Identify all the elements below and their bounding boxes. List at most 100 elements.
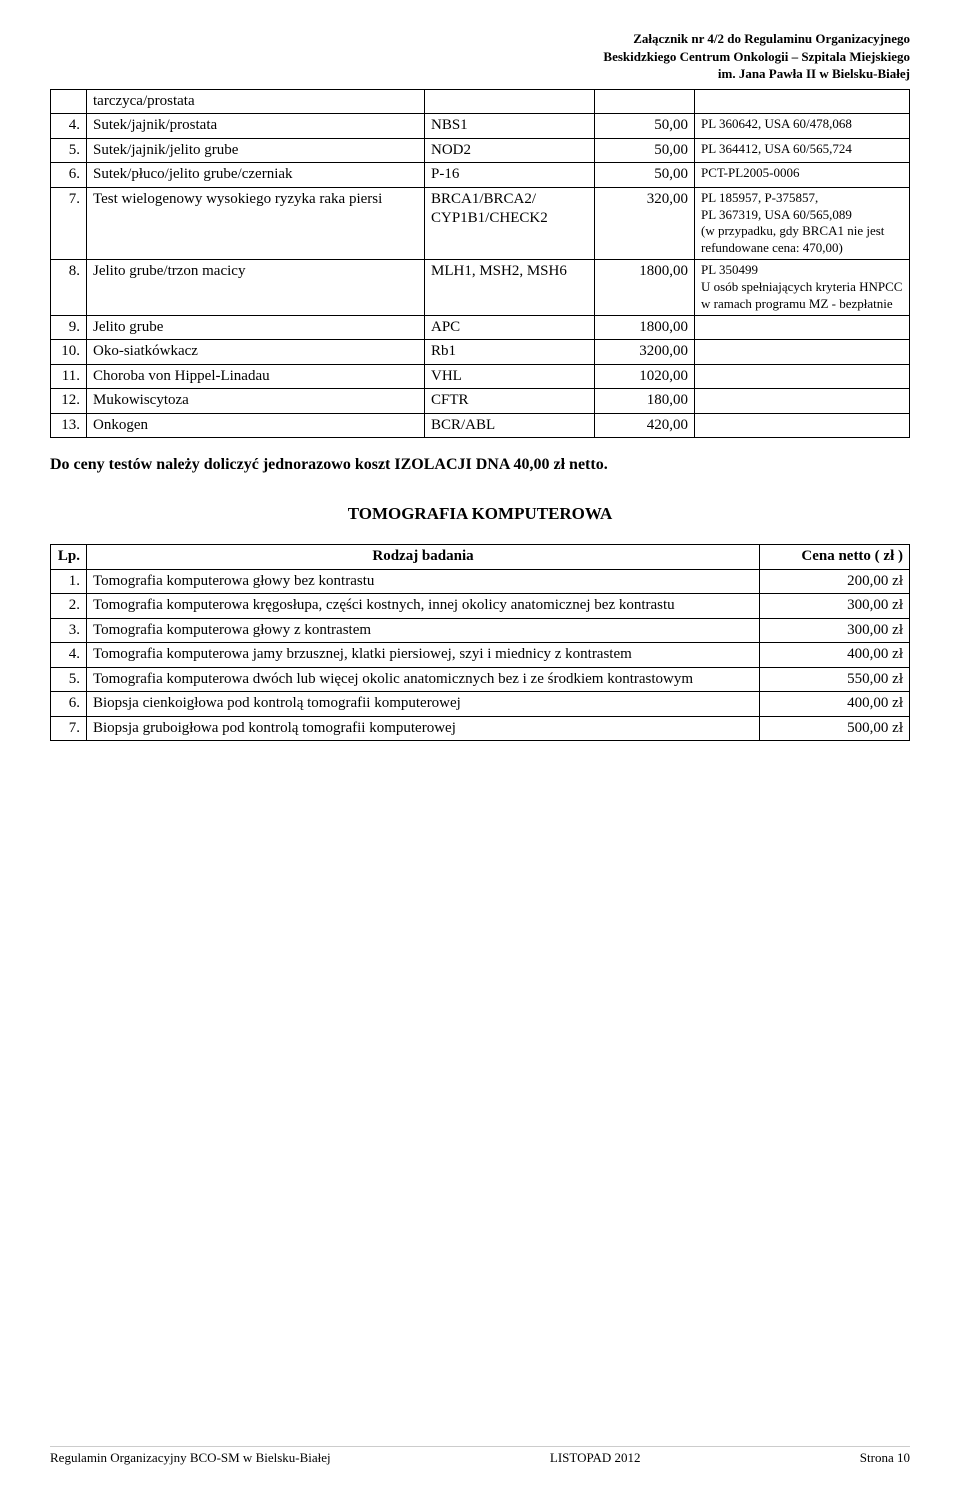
test-price: 1020,00 [595,364,695,389]
table-row: 6.Sutek/płuco/jelito grube/czerniakP-165… [51,163,910,188]
header-line-3: im. Jana Pawła II w Bielsku-Białej [50,65,910,83]
row-number: 7. [51,187,87,260]
row-number: 6. [51,163,87,188]
genetic-tests-table: tarczyca/prostata4.Sutek/jajnik/prostata… [50,89,910,439]
table-row: 7.Biopsja gruboigłowa pod kontrolą tomog… [51,716,910,741]
row-number: 11. [51,364,87,389]
gene-symbol: NBS1 [425,114,595,139]
test-note [695,340,910,365]
test-note [695,89,910,114]
header-line-2: Beskidzkiego Centrum Onkologii – Szpital… [50,48,910,66]
document-header: Załącznik nr 4/2 do Regulaminu Organizac… [50,30,910,83]
row-number: 3. [51,618,87,643]
tomography-section-title: TOMOGRAFIA KOMPUTEROWA [50,504,910,524]
table-row: 12.MukowiscytozaCFTR180,00 [51,389,910,414]
test-price: 320,00 [595,187,695,260]
row-number: 12. [51,389,87,414]
page-footer: Regulamin Organizacyjny BCO-SM w Bielsku… [50,1446,910,1466]
table-row: 6.Biopsja cienkoigłowa pod kontrolą tomo… [51,692,910,717]
row-number: 4. [51,114,87,139]
row-number: 5. [51,667,87,692]
test-note [695,364,910,389]
test-price: 420,00 [595,413,695,438]
row-number: 6. [51,692,87,717]
table-row: tarczyca/prostata [51,89,910,114]
test-name: Oko-siatkówkacz [87,340,425,365]
table-row: 4.Tomografia komputerowa jamy brzusznej,… [51,643,910,668]
test-note [695,389,910,414]
exam-price: 400,00 zł [760,643,910,668]
exam-name: Tomografia komputerowa głowy z kontraste… [87,618,760,643]
gene-symbol: CFTR [425,389,595,414]
exam-name: Biopsja gruboigłowa pod kontrolą tomogra… [87,716,760,741]
test-note: PL 185957, P-375857, PL 367319, USA 60/5… [695,187,910,260]
test-name: Jelito grube [87,315,425,340]
exam-name: Tomografia komputerowa kręgosłupa, częśc… [87,594,760,619]
row-number: 2. [51,594,87,619]
exam-name: Tomografia komputerowa dwóch lub więcej … [87,667,760,692]
table-row: 2.Tomografia komputerowa kręgosłupa, czę… [51,594,910,619]
test-name: tarczyca/prostata [87,89,425,114]
exam-name: Tomografia komputerowa jamy brzusznej, k… [87,643,760,668]
gene-symbol: Rb1 [425,340,595,365]
gene-symbol: P-16 [425,163,595,188]
test-name: Sutek/płuco/jelito grube/czerniak [87,163,425,188]
table-row: 3.Tomografia komputerowa głowy z kontras… [51,618,910,643]
table-row: 7.Test wielogenowy wysokiego ryzyka raka… [51,187,910,260]
test-name: Sutek/jajnik/prostata [87,114,425,139]
row-number [51,89,87,114]
test-name: Onkogen [87,413,425,438]
header-name: Rodzaj badania [87,545,760,570]
header-price: Cena netto ( zł ) [760,545,910,570]
gene-symbol: APC [425,315,595,340]
row-number: 5. [51,138,87,163]
table-row: 10.Oko-siatkówkaczRb13200,00 [51,340,910,365]
table-row: 1.Tomografia komputerowa głowy bez kontr… [51,569,910,594]
exam-price: 500,00 zł [760,716,910,741]
row-number: 9. [51,315,87,340]
row-number: 10. [51,340,87,365]
test-note [695,413,910,438]
test-name: Test wielogenowy wysokiego ryzyka raka p… [87,187,425,260]
exam-name: Biopsja cienkoigłowa pod kontrolą tomogr… [87,692,760,717]
test-note: PL 350499 U osób spełniających kryteria … [695,260,910,316]
row-number: 13. [51,413,87,438]
test-price: 50,00 [595,163,695,188]
gene-symbol: VHL [425,364,595,389]
test-price: 180,00 [595,389,695,414]
test-note [695,315,910,340]
tomography-table: Lp. Rodzaj badania Cena netto ( zł ) 1.T… [50,544,910,741]
exam-price: 300,00 zł [760,618,910,643]
gene-symbol: BRCA1/BRCA2/ CYP1B1/CHECK2 [425,187,595,260]
test-name: Choroba von Hippel-Linadau [87,364,425,389]
exam-price: 550,00 zł [760,667,910,692]
footer-center: LISTOPAD 2012 [550,1450,641,1466]
table-row: 11.Choroba von Hippel-LinadauVHL1020,00 [51,364,910,389]
row-number: 8. [51,260,87,316]
test-name: Mukowiscytoza [87,389,425,414]
gene-symbol: BCR/ABL [425,413,595,438]
header-lp: Lp. [51,545,87,570]
test-price: 3200,00 [595,340,695,365]
table-row: 9.Jelito grubeAPC1800,00 [51,315,910,340]
table-row: 4.Sutek/jajnik/prostataNBS150,00PL 36064… [51,114,910,139]
row-number: 4. [51,643,87,668]
test-price: 50,00 [595,138,695,163]
test-note: PL 360642, USA 60/478,068 [695,114,910,139]
test-name: Jelito grube/trzon macicy [87,260,425,316]
exam-price: 400,00 zł [760,692,910,717]
table-row: 5.Tomografia komputerowa dwóch lub więce… [51,667,910,692]
test-price [595,89,695,114]
table-row: 8.Jelito grube/trzon macicyMLH1, MSH2, M… [51,260,910,316]
table-header-row: Lp. Rodzaj badania Cena netto ( zł ) [51,545,910,570]
row-number: 1. [51,569,87,594]
test-note: PCT-PL2005-0006 [695,163,910,188]
test-price: 1800,00 [595,260,695,316]
isolation-note: Do ceny testów należy doliczyć jednorazo… [50,456,910,474]
footer-right: Strona 10 [860,1450,910,1466]
table-row: 13.OnkogenBCR/ABL420,00 [51,413,910,438]
exam-price: 300,00 zł [760,594,910,619]
gene-symbol: NOD2 [425,138,595,163]
test-note: PL 364412, USA 60/565,724 [695,138,910,163]
test-price: 1800,00 [595,315,695,340]
